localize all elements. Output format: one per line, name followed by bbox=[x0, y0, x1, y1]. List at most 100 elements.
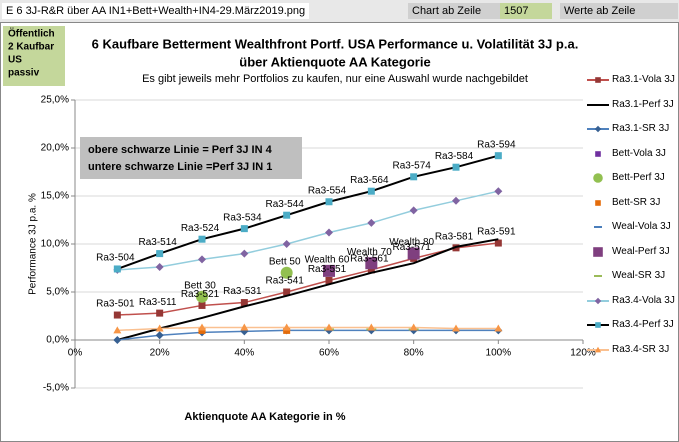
marker bbox=[494, 239, 502, 247]
point-label: Ra3-524 bbox=[181, 223, 220, 234]
marker bbox=[240, 299, 248, 307]
series-line bbox=[117, 238, 499, 341]
legend-label: Weal-SR 3J bbox=[612, 270, 666, 281]
badge-line: US bbox=[8, 55, 22, 66]
marker bbox=[367, 218, 376, 227]
legend-swatch bbox=[587, 322, 609, 328]
series-line bbox=[117, 242, 499, 316]
marker bbox=[325, 228, 333, 237]
marker bbox=[198, 323, 206, 331]
legend-item: Ra3.4-Vola 3J bbox=[586, 293, 679, 318]
marker bbox=[198, 235, 206, 243]
marker bbox=[155, 263, 164, 272]
point-label: Ra3-574 bbox=[392, 160, 431, 171]
legend-label: Ra3.4-SR 3J bbox=[612, 343, 670, 355]
point-label: Ra3-501 bbox=[96, 299, 135, 310]
point-label: Ra3-591 bbox=[477, 227, 516, 238]
legend-label: Bett-SR 3J bbox=[612, 196, 661, 208]
marker bbox=[282, 240, 291, 248]
legend-swatch bbox=[587, 346, 609, 352]
marker bbox=[113, 265, 121, 273]
marker bbox=[240, 249, 249, 258]
legend-swatch bbox=[593, 173, 603, 183]
point-label: Ra3-511 bbox=[139, 297, 177, 308]
series-line bbox=[117, 329, 499, 341]
y-tick-label: -5,0% bbox=[43, 383, 69, 394]
marker bbox=[155, 324, 164, 332]
series-line bbox=[117, 326, 499, 332]
point-label: Ra3-551 bbox=[308, 264, 347, 275]
legend-swatch bbox=[587, 297, 609, 304]
marker bbox=[595, 150, 601, 157]
legend-label: Bett-Perf 3J bbox=[612, 172, 665, 183]
marker bbox=[283, 288, 291, 296]
legend-swatch bbox=[595, 199, 601, 206]
marker bbox=[494, 324, 503, 332]
marker bbox=[593, 246, 603, 257]
marker bbox=[113, 336, 122, 344]
marker bbox=[325, 198, 333, 206]
marker bbox=[593, 173, 603, 183]
legend-item: Weal-Perf 3J bbox=[586, 244, 679, 269]
legend-item: Weal-Vola 3J bbox=[586, 219, 679, 244]
point-label: Ra3-544 bbox=[265, 199, 304, 210]
marker bbox=[367, 266, 375, 274]
marker bbox=[323, 264, 335, 277]
legend-label: Bett-Vola 3J bbox=[612, 147, 666, 159]
values-from: Werte ab Zeile bbox=[560, 3, 678, 19]
y-tick-label: 15,0% bbox=[41, 191, 69, 202]
legend-item: Ra3.1-Perf 3J bbox=[586, 97, 679, 122]
marker bbox=[409, 323, 418, 331]
point-label: Ra3-564 bbox=[350, 175, 389, 186]
legend-label: Ra3.4-Perf 3J bbox=[612, 319, 674, 330]
y-axis-title: Performance 3J p.a. % bbox=[28, 193, 39, 295]
legend-swatch bbox=[587, 103, 609, 106]
y-tick-label: 20,0% bbox=[41, 143, 69, 154]
x-tick-label: 100% bbox=[486, 348, 512, 359]
marker bbox=[452, 324, 460, 332]
point-label: Ra3-534 bbox=[223, 212, 262, 223]
point-label: Ra3-581 bbox=[435, 231, 474, 242]
legend-swatch bbox=[587, 125, 609, 133]
y-tick-label: 5,0% bbox=[46, 287, 69, 298]
y-tick-label: 0,0% bbox=[46, 335, 69, 346]
x-tick-label: 20% bbox=[150, 348, 170, 359]
marker bbox=[367, 187, 375, 195]
marker bbox=[156, 309, 164, 317]
marker bbox=[325, 323, 333, 331]
chart-subtitle: Es gibt jeweils mehr Portfolios zu kaufe… bbox=[142, 73, 528, 85]
chart-border bbox=[0, 22, 679, 442]
legend-item: Weal-SR 3J bbox=[586, 268, 679, 293]
legend-label: Ra3.1-Vola 3J bbox=[612, 74, 675, 85]
header-bar: E 6 3J-R&R über AA IN1+Bett+Wealth+IN4-2… bbox=[0, 0, 679, 22]
annotation-box bbox=[80, 137, 302, 179]
y-tick-label: 10,0% bbox=[41, 239, 69, 250]
annotation-line: obere schwarze Linie = Perf 3J IN 4 bbox=[88, 144, 273, 156]
badge-line: Öffentlich bbox=[8, 27, 55, 40]
point-label: Wealth 80 bbox=[389, 237, 434, 248]
annotation-line: untere schwarze Linie =Perf 3J IN 1 bbox=[88, 161, 272, 173]
marker bbox=[595, 77, 601, 83]
point-label: Ra3-531 bbox=[223, 286, 262, 297]
marker bbox=[240, 323, 249, 331]
x-tick-label: 0% bbox=[68, 348, 83, 359]
point-label: Ra3-521 bbox=[181, 289, 220, 300]
legend-label: Weal-Vola 3J bbox=[612, 221, 671, 232]
legend-label: Ra3.1-Perf 3J bbox=[612, 98, 674, 110]
point-label: Ra3-554 bbox=[308, 185, 347, 196]
legend-item: Bett-Perf 3J bbox=[586, 170, 679, 195]
marker bbox=[198, 301, 206, 309]
marker bbox=[494, 152, 502, 160]
marker bbox=[155, 331, 164, 340]
point-label: Ra3-504 bbox=[96, 253, 135, 264]
marker bbox=[365, 257, 378, 270]
legend-item: Ra3.4-Perf 3J bbox=[586, 317, 679, 342]
marker bbox=[452, 163, 460, 171]
marker bbox=[594, 297, 602, 304]
legend: Ra3.1-Vola 3J Ra3.1-Perf 3J Ra3.1-SR 3J Bet… bbox=[586, 72, 679, 366]
x-tick-label: 60% bbox=[319, 348, 339, 359]
legend-swatch bbox=[594, 226, 602, 228]
marker bbox=[594, 346, 602, 352]
legend-swatch bbox=[593, 246, 603, 257]
